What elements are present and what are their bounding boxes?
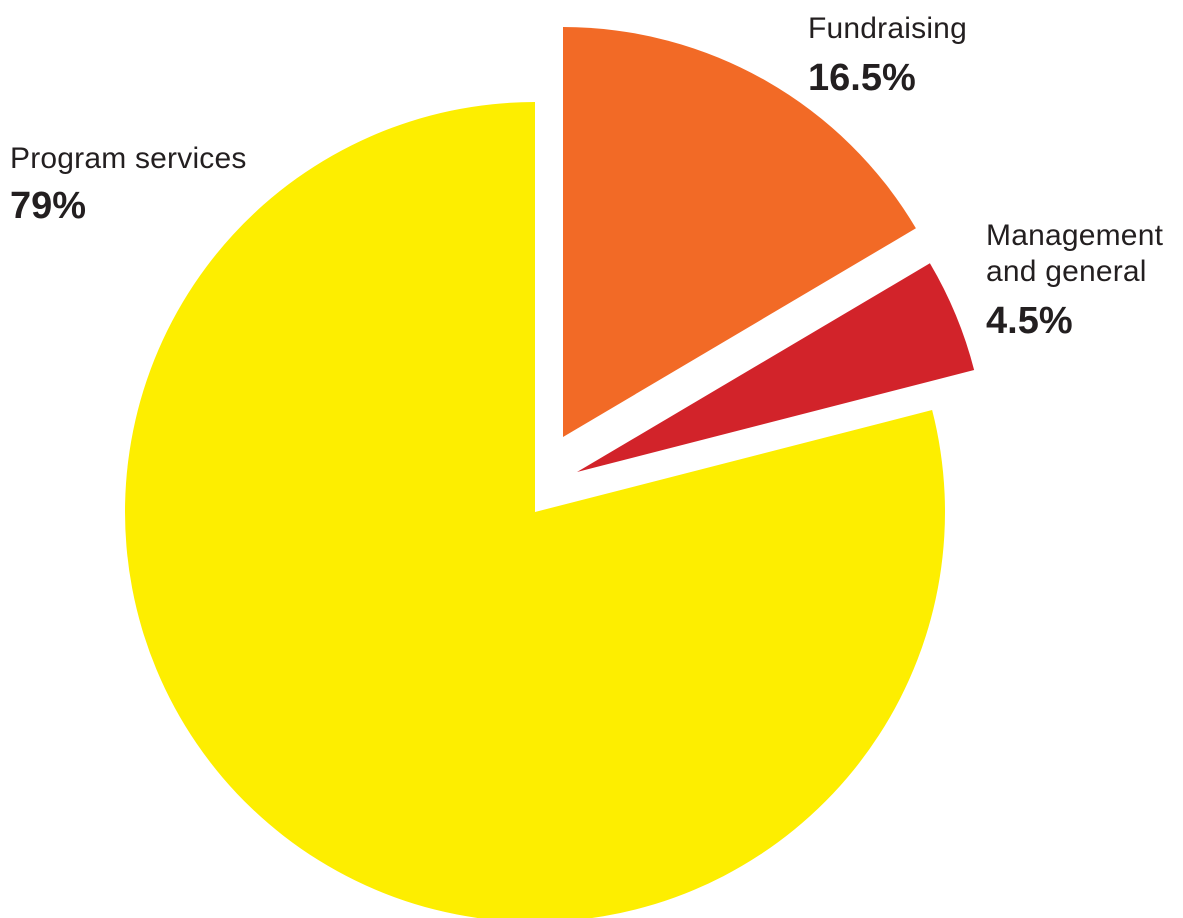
pie-slice-program-services (125, 102, 945, 918)
pie-slices (125, 27, 975, 918)
slice-value-management-and-general: 4.5% (986, 300, 1073, 342)
slice-value-program-services: 79% (10, 185, 86, 227)
pie-slice-management-and-general (577, 263, 975, 472)
slice-label-management-and-general-line-2: and general (986, 255, 1147, 288)
slice-label-management-and-general-line-1: Management (986, 219, 1164, 252)
slice-value-fundraising: 16.5% (808, 57, 916, 99)
slice-labels: Program services 79% Fundraising 16.5% Manag… (10, 12, 1164, 342)
slice-label-fundraising: Fundraising (808, 12, 967, 45)
pie-slice-fundraising (563, 27, 916, 437)
slice-label-program-services: Program services (10, 142, 247, 175)
